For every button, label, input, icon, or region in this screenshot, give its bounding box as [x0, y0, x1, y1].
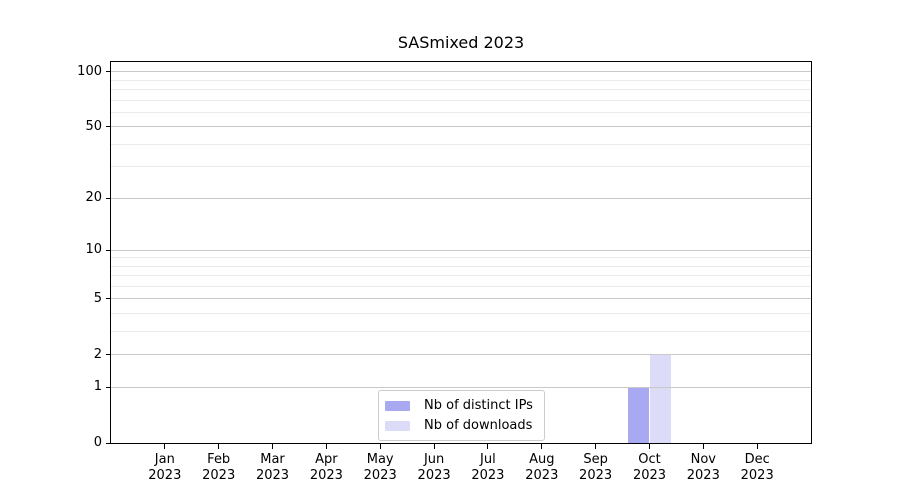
gridline-major — [111, 386, 811, 388]
x-tick-mark — [218, 444, 220, 449]
y-tick-mark — [106, 386, 111, 388]
gridline-major — [111, 298, 811, 300]
x-tick-label-year: 2023 — [740, 468, 774, 483]
legend-swatch — [385, 400, 410, 411]
gridline-minor — [111, 265, 811, 267]
x-tick-label-year: 2023 — [632, 468, 667, 483]
x-tick-label: Jun 2023 — [404, 452, 464, 484]
gridline-major — [111, 71, 811, 73]
y-tick-label: 50 — [85, 118, 102, 134]
x-tick-label: Sep 2023 — [566, 452, 626, 484]
gridline-minor — [111, 143, 811, 145]
x-tick-label: Mar 2023 — [243, 452, 303, 484]
x-tick-label: Dec 2023 — [727, 452, 787, 484]
legend-entry: Nb of distinct IPs — [385, 397, 533, 414]
x-tick-label: Nov 2023 — [673, 452, 733, 484]
plot-area: Nb of distinct IPs Nb of downloads — [110, 61, 812, 444]
x-tick-label-month: Nov — [690, 452, 716, 467]
x-tick-mark — [541, 444, 543, 449]
x-tick-mark — [702, 444, 704, 449]
gridline-major — [111, 249, 811, 251]
y-tick-mark — [106, 197, 111, 199]
y-tick-mark — [106, 249, 111, 251]
gridline-minor — [111, 166, 811, 168]
bar-oct-downloads — [649, 354, 671, 443]
x-tick-mark — [272, 444, 273, 449]
x-tick-mark — [756, 444, 758, 449]
x-tick-label-year: 2023 — [525, 468, 559, 483]
x-tick-label-year: 2023 — [309, 468, 343, 483]
x-tick-mark — [164, 444, 166, 449]
x-tick-mark — [649, 444, 650, 449]
gridline-major — [111, 126, 811, 128]
x-tick-label-month: May — [366, 452, 394, 467]
x-tick-label-month: Jun — [423, 452, 445, 467]
legend-label: Nb of distinct IPs — [424, 398, 533, 413]
gridline-minor — [111, 112, 811, 113]
x-tick-label-month: Dec — [744, 452, 770, 467]
x-tick-label: Oct 2023 — [620, 452, 680, 484]
x-tick-label-year: 2023 — [471, 468, 505, 483]
y-tick-mark — [106, 126, 111, 128]
x-tick-label-year: 2023 — [579, 468, 613, 483]
x-tick-label-month: Aug — [529, 452, 555, 467]
y-tick-label: 1 — [93, 379, 102, 395]
x-tick-mark — [595, 444, 597, 449]
legend-swatch — [385, 420, 410, 431]
x-tick-label-month: Feb — [207, 452, 231, 467]
y-tick-label: 5 — [93, 290, 102, 306]
x-tick-label: Jul 2023 — [458, 452, 518, 484]
gridline-minor — [111, 275, 811, 277]
legend: Nb of distinct IPs Nb of downloads — [378, 390, 545, 441]
gridline-minor — [111, 257, 811, 259]
x-tick-mark — [379, 444, 381, 449]
gridline-minor — [111, 286, 811, 287]
chart-title: SASmixed 2023 — [397, 33, 525, 52]
y-tick-label: 0 — [93, 435, 102, 450]
gridline-minor — [111, 331, 811, 332]
y-tick-label: 2 — [93, 346, 102, 362]
y-tick-label: 10 — [85, 242, 102, 258]
x-tick-label-year: 2023 — [255, 468, 290, 483]
bar-oct-distinct-ips — [627, 387, 650, 443]
x-tick-mark — [487, 444, 489, 449]
x-tick-label-year: 2023 — [148, 468, 182, 483]
x-tick-label-month: Oct — [638, 452, 661, 467]
x-tick-label: Aug 2023 — [512, 452, 572, 484]
x-tick-label: Apr 2023 — [296, 452, 356, 484]
gridline-minor — [111, 89, 811, 91]
legend-label: Nb of downloads — [424, 418, 533, 433]
gridline-major — [111, 354, 811, 356]
legend-entry: Nb of downloads — [385, 417, 533, 434]
x-tick-label-month: Apr — [315, 452, 338, 467]
y-tick-mark — [106, 298, 111, 300]
gridline-minor — [111, 313, 811, 315]
x-tick-label-month: Jan — [154, 452, 175, 467]
y-tick-label: 20 — [85, 190, 102, 206]
x-tick-label-year: 2023 — [202, 468, 236, 483]
x-tick-label: Feb 2023 — [189, 452, 249, 484]
y-tick-mark — [106, 354, 111, 356]
x-tick-label-month: Jul — [480, 452, 496, 467]
x-tick-label-year: 2023 — [686, 468, 720, 483]
y-tick-mark — [106, 442, 111, 444]
gridline-major — [111, 197, 811, 199]
gridline-minor — [111, 79, 811, 81]
gridline-minor — [111, 99, 811, 101]
x-tick-label: Jan 2023 — [135, 452, 195, 484]
y-tick-label: 100 — [77, 63, 102, 79]
x-tick-mark — [433, 444, 435, 449]
x-tick-label-month: Mar — [260, 452, 285, 467]
x-tick-label: May 2023 — [350, 452, 410, 484]
x-tick-label-year: 2023 — [417, 468, 451, 483]
x-tick-mark — [325, 444, 327, 449]
x-tick-label-month: Sep — [583, 452, 608, 467]
x-tick-label-year: 2023 — [363, 468, 397, 483]
y-tick-mark — [106, 71, 111, 73]
